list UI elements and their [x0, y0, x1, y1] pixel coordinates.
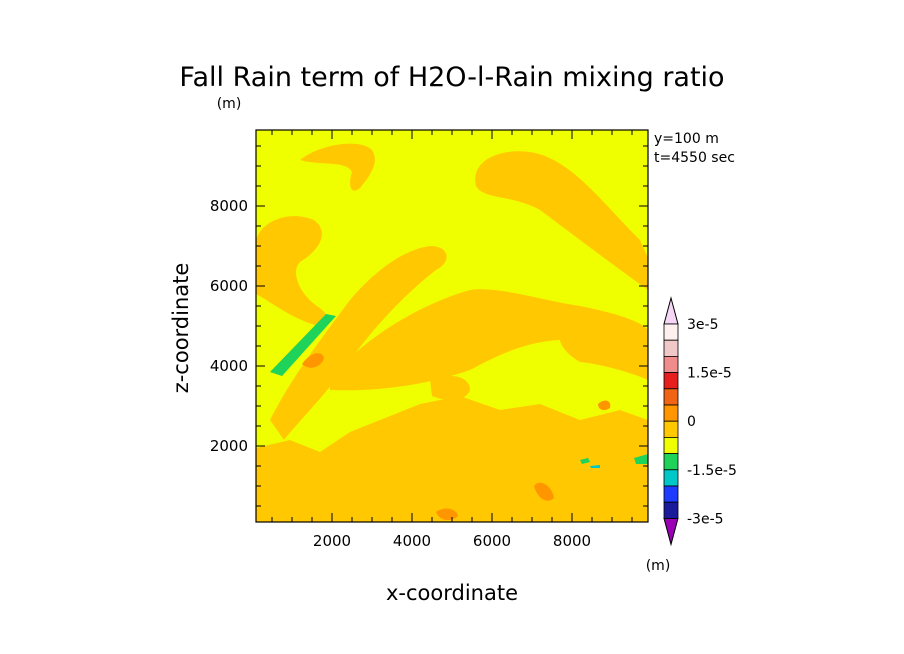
colorbar-label: 0 — [687, 414, 696, 430]
colorbar-label: -1.5e-5 — [687, 463, 737, 479]
contour-region-small-4 — [598, 400, 611, 411]
y-axis-unit-label: (m) — [217, 96, 242, 112]
info-y-position: y=100 m — [654, 131, 719, 147]
contour-region-cyan-small — [590, 465, 600, 468]
contour-region-diagonal-band — [270, 246, 447, 440]
y-tick-label: 8000 — [210, 197, 248, 215]
contour-region-mid-band — [330, 289, 648, 391]
y-tick-label: 4000 — [210, 357, 248, 375]
colorbar-segment — [663, 436, 679, 454]
x-tick-label: 2000 — [313, 532, 351, 550]
x-tick-label: 4000 — [393, 532, 431, 550]
colorbar-segment — [663, 355, 679, 373]
colorbar-segment — [663, 339, 679, 357]
y-axis-ticks: 2000 4000 6000 8000 — [210, 145, 648, 507]
colorbar: 3e-5 1.5e-5 0 -1.5e-5 -3e-5 — [663, 296, 737, 547]
chart-title: Fall Rain term of H2O-l-Rain mixing rati… — [179, 62, 724, 93]
contour-region-green-small — [580, 458, 590, 464]
contour-region-top-left-wisp — [300, 143, 375, 191]
contour-region-green-streak — [270, 314, 336, 376]
x-tick-label: 6000 — [473, 532, 511, 550]
colorbar-label: 1.5e-5 — [687, 366, 732, 382]
x-axis-ticks: 2000 4000 6000 8000 — [271, 130, 633, 550]
y-axis-label: z-coordinate — [169, 263, 193, 394]
colorbar-segment — [663, 469, 679, 487]
plot-area — [255, 129, 649, 523]
colorbar-unit: (m) — [646, 558, 671, 574]
colorbar-bottom-arrow — [663, 517, 679, 547]
info-time: t=4550 sec — [654, 150, 735, 166]
colorbar-top-arrow — [663, 296, 679, 325]
contour-region-right-lobe — [559, 330, 648, 380]
y-tick-label: 6000 — [210, 277, 248, 295]
colorbar-segment — [663, 372, 679, 390]
contour-region-upper-right-plume — [475, 151, 648, 290]
colorbar-segment — [663, 420, 679, 438]
colorbar-segment — [663, 323, 679, 341]
colorbar-segment — [663, 501, 679, 519]
contour-level-cyan — [590, 465, 600, 468]
contour-region-small-1 — [302, 353, 324, 368]
contour-region-center-patch — [430, 375, 470, 400]
contour-level-green — [270, 314, 648, 464]
contour-region-left-upper — [256, 216, 329, 326]
x-axis-label: x-coordinate — [386, 581, 518, 605]
colorbar-label: 3e-5 — [687, 317, 718, 333]
x-tick-label: 8000 — [553, 532, 591, 550]
contour-region-small-2 — [534, 482, 554, 501]
contour-region-green-right — [634, 454, 648, 464]
colorbar-segment — [663, 388, 679, 406]
colorbar-segment — [663, 485, 679, 503]
colorbar-segment — [663, 404, 679, 422]
colorbar-segment — [663, 453, 679, 471]
colorbar-label: -3e-5 — [687, 511, 724, 527]
y-tick-label: 2000 — [210, 437, 248, 455]
